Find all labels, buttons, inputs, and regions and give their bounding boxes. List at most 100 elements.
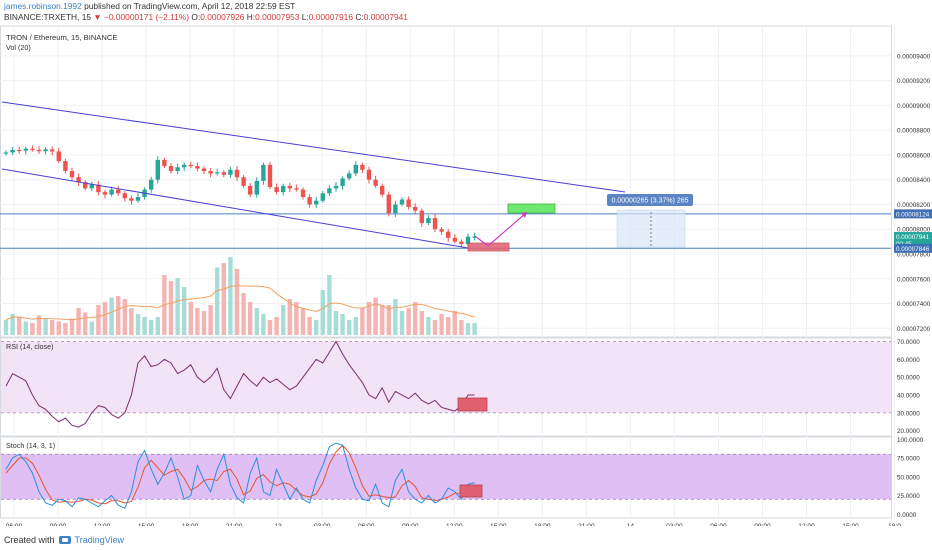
volume-bar: [287, 299, 292, 335]
volume-bar: [228, 257, 233, 335]
volume-bar: [267, 320, 273, 335]
price-chart[interactable]: 06:00 09:00 12:00 15:00 18:00 21:00 13 03:00 06:…: [0, 24, 932, 526]
candle-body: [30, 148, 35, 150]
candle-body: [294, 188, 299, 190]
time-tick-label: 09:00: [402, 523, 419, 526]
candle-body: [452, 237, 457, 242]
price-change: −0.00000171 (−2.11%): [103, 12, 190, 22]
rsi-tick-label: 20.0000: [897, 428, 920, 435]
volume-bar: [142, 317, 147, 335]
volume-bar: [241, 293, 246, 335]
price-tick-label: 0.00009200: [897, 78, 931, 85]
price-tick-label: 0.00009400: [897, 53, 931, 60]
time-tick-label: 15:00: [490, 523, 507, 526]
candle-body: [228, 169, 233, 175]
volume-bar: [459, 320, 464, 335]
volume-bar: [234, 269, 240, 335]
volume-bar: [149, 320, 154, 335]
candle-body: [175, 167, 180, 172]
volume-bar: [175, 278, 180, 335]
volume-bar: [281, 305, 286, 335]
volume-bar: [399, 311, 405, 335]
candle-body: [96, 184, 101, 193]
candle-body: [254, 180, 259, 195]
volume-bar: [413, 302, 418, 335]
candle-body: [195, 166, 200, 169]
candle-body: [89, 184, 94, 189]
candle-body: [36, 149, 42, 152]
ohlc-legend: BINANCE:TRXETH, 15 ▼ −0.00000171 (−2.11%…: [4, 12, 408, 23]
symbol-label: BINANCE:TRXETH, 15: [4, 12, 92, 22]
volume-bar: [76, 308, 81, 335]
volume-bar: [294, 302, 299, 335]
stop-loss-box: [467, 242, 510, 252]
volume-bar: [116, 296, 121, 335]
candle-body: [465, 236, 471, 245]
candle-body: [241, 177, 246, 186]
rsi-tick-label: 30.0000: [897, 410, 920, 417]
time-tick-label: 14: [627, 523, 635, 526]
volume-bar: [30, 323, 35, 335]
tradingview-brand[interactable]: TradingView: [74, 535, 125, 545]
volume-bar: [426, 317, 431, 335]
volume-bar: [360, 308, 365, 335]
volume-bar: [69, 318, 75, 335]
candle-body: [155, 159, 160, 180]
volume-bar: [43, 318, 48, 335]
price-tag-label: 0.00008124: [896, 211, 930, 218]
candle-body: [129, 198, 134, 201]
price-tick-label: 0.00008200: [897, 202, 931, 209]
candle-body: [109, 189, 114, 195]
volume-bar: [83, 312, 88, 335]
rsi-tick-label: 60.0000: [897, 357, 920, 364]
candle-body: [393, 204, 398, 214]
publisher-username[interactable]: james.robinson.1992: [4, 1, 82, 11]
time-tick-label: 18:00: [534, 523, 551, 526]
stoch-tick-label: 75.0000: [897, 456, 920, 463]
channel-upper-line: [1, 101, 626, 193]
volume-bar: [188, 302, 193, 335]
rsi-label: RSI (14, close): [6, 342, 54, 351]
candle-body: [320, 193, 325, 201]
volume-bar: [89, 321, 94, 335]
main-pane: [0, 25, 892, 338]
volume-bar: [446, 317, 451, 335]
stoch-tick-label: 50.0000: [897, 474, 920, 481]
candle-body: [221, 172, 226, 175]
price-tick-label: 0.00007200: [897, 326, 931, 333]
candle-body: [327, 188, 332, 194]
candle-body: [333, 185, 339, 189]
stoch-tick-label: 100.0000: [897, 437, 924, 444]
volume-bar: [452, 311, 457, 335]
candle-body: [122, 193, 127, 199]
volume-bar: [96, 305, 101, 335]
rsi-highlight-box: [457, 397, 488, 412]
open-label: O:: [191, 12, 201, 22]
volume-bar: [340, 314, 345, 335]
candle-body: [182, 164, 187, 168]
candle-body: [76, 177, 81, 183]
time-tick-label: 18:00: [182, 523, 199, 526]
candle-body: [3, 152, 9, 154]
volume-bar: [314, 320, 319, 335]
volume-bar: [155, 317, 160, 335]
arrow-head-icon: [521, 212, 527, 218]
time-tick-label: 03:00: [666, 523, 683, 526]
price-tick-label: 0.00007800: [897, 251, 931, 258]
time-tick-label: 15:00: [842, 523, 859, 526]
volume-ma-line: [5, 284, 475, 321]
candle-body: [274, 187, 279, 193]
volume-bar: [50, 320, 55, 335]
volume-bar: [129, 308, 134, 335]
candle-body: [366, 169, 372, 180]
chart-title: TRON / Ethereum, 15, BINANCE: [6, 33, 117, 42]
candle-body: [63, 161, 68, 172]
volume-bar: [254, 308, 259, 335]
price-tick-label: 0.00008000: [897, 227, 931, 234]
candle-body: [459, 241, 464, 245]
volume-bar: [373, 297, 378, 335]
time-tick-label: 06:00: [6, 523, 23, 526]
stoch-highlight-box: [459, 484, 483, 498]
candle-body: [386, 194, 391, 214]
time-tick-label: 03:00: [314, 523, 331, 526]
